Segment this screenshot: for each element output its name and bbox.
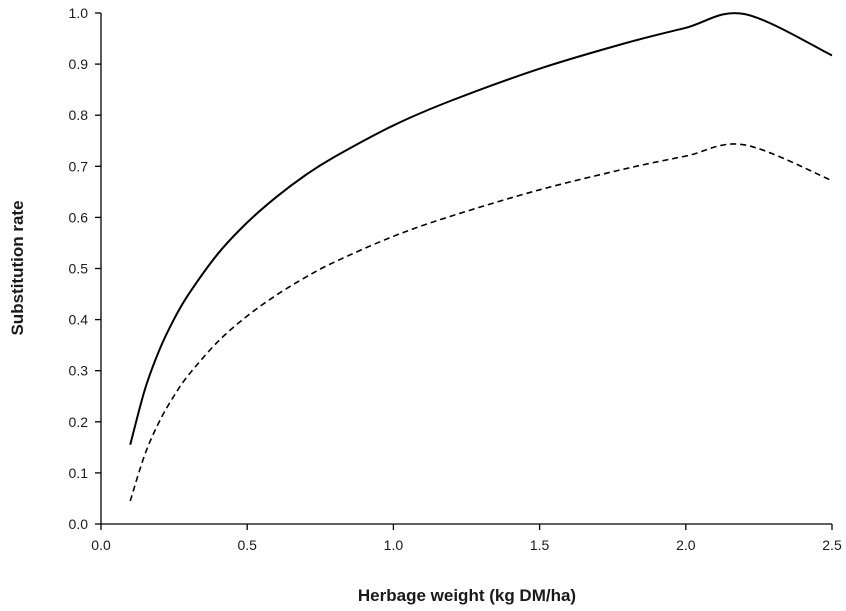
plot-lines <box>129 12 833 502</box>
y-axis-title: Substitution rate <box>8 200 27 335</box>
y-tick-label: 0.1 <box>69 465 89 481</box>
x-tick-label: 1.0 <box>384 537 404 553</box>
solid-series-line <box>129 12 833 446</box>
axes <box>100 13 832 525</box>
y-tick-label: 1.0 <box>69 5 89 21</box>
x-tick-label: 0.5 <box>237 537 257 553</box>
ticks: 0.0 0.5 1.0 1.5 2.0 2.5 0.0 0.1 0.2 0.3 0.4 0.5 0.6 0… <box>69 5 842 553</box>
x-tick-label: 2.0 <box>676 537 696 553</box>
y-tick-label: 0.3 <box>69 363 89 379</box>
y-tick-label: 0.6 <box>69 209 89 225</box>
x-tick-label: 2.5 <box>822 537 842 553</box>
y-tick-label: 0.7 <box>69 158 89 174</box>
y-tick-label: 0.8 <box>69 107 89 123</box>
x-tick-label: 1.5 <box>530 537 550 553</box>
x-axis-title: Herbage weight (kg DM/ha) <box>358 586 576 605</box>
y-tick-label: 0.0 <box>69 516 89 532</box>
y-tick-label: 0.9 <box>69 56 89 72</box>
y-tick-label: 0.4 <box>69 312 89 328</box>
y-tick-label: 0.5 <box>69 261 89 277</box>
dashed-series-line <box>129 143 833 502</box>
y-tick-label: 0.2 <box>69 414 89 430</box>
x-tick-label: 0.0 <box>91 537 111 553</box>
